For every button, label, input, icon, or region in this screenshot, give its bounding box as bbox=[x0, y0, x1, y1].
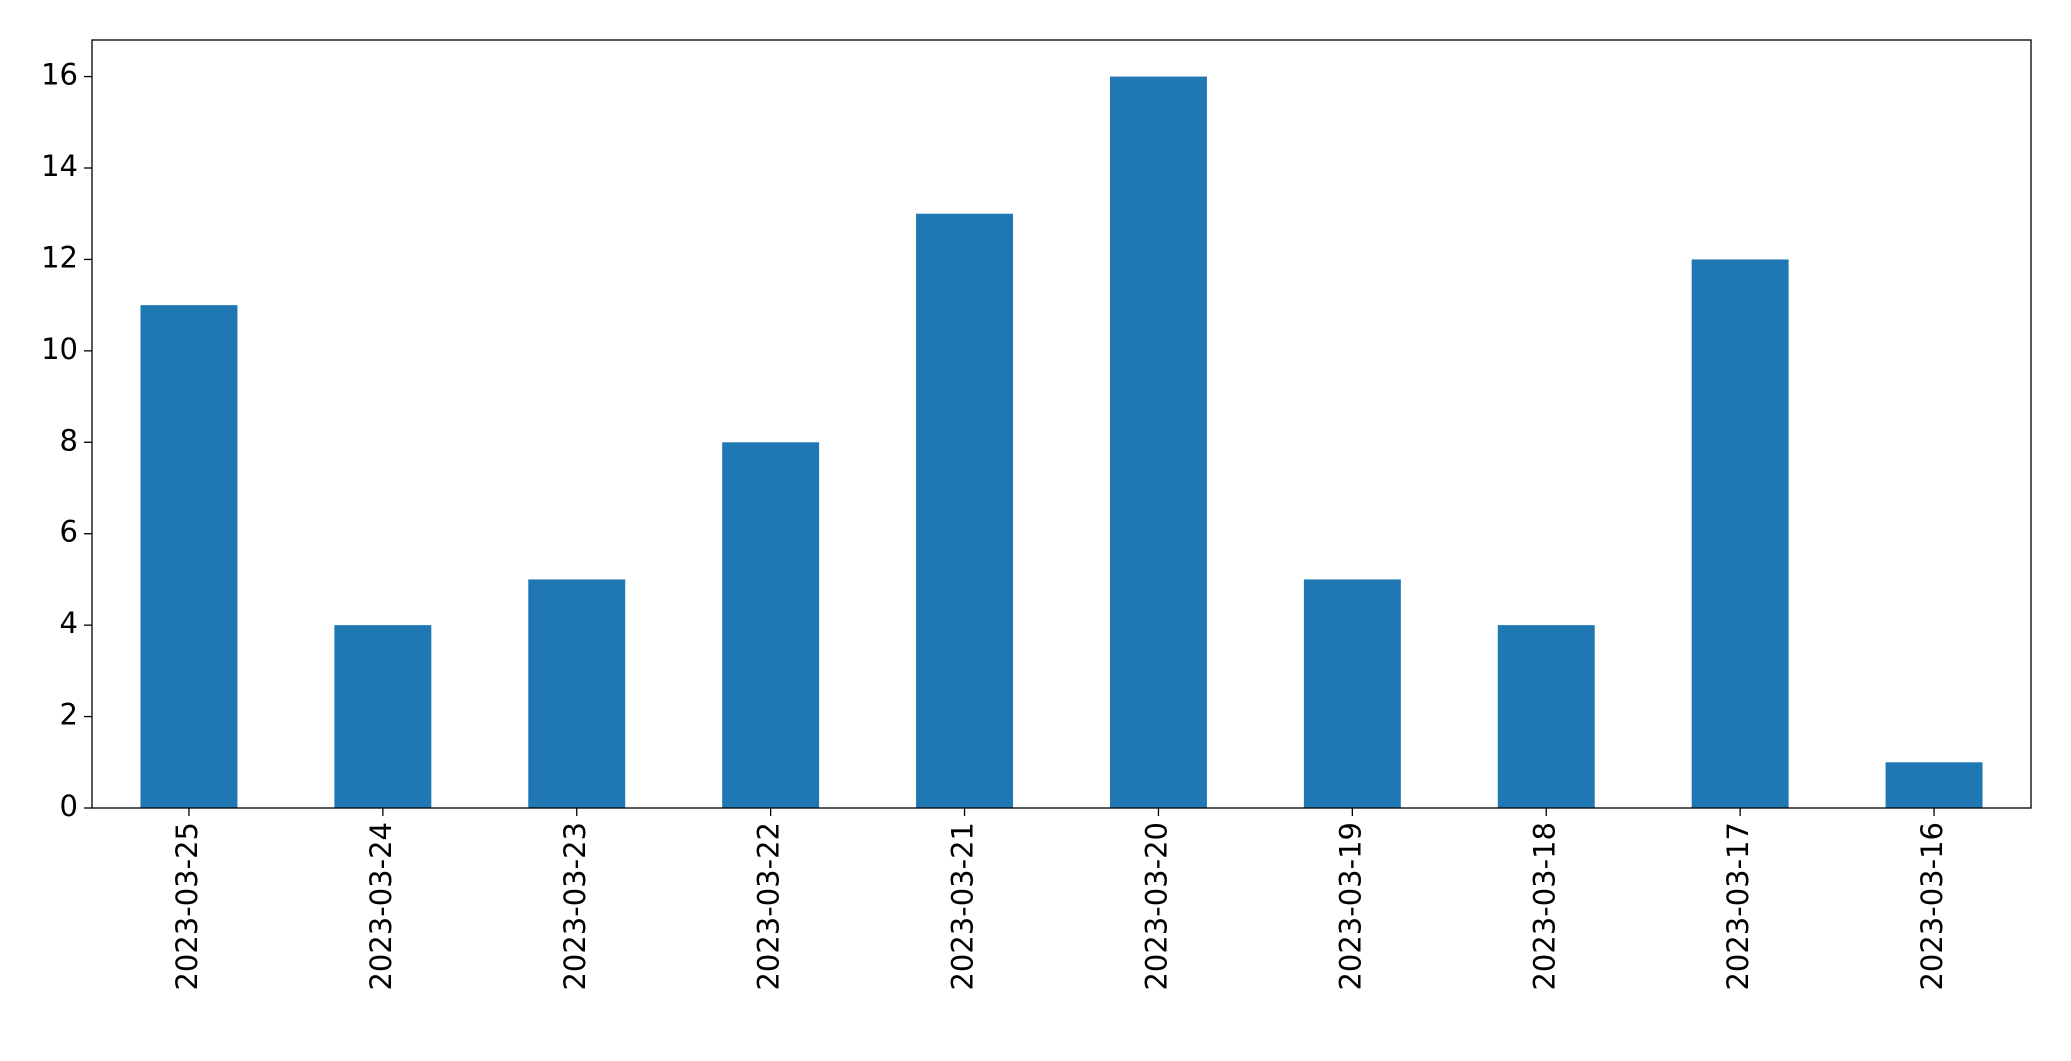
y-tick-label: 6 bbox=[60, 515, 78, 549]
y-tick-label: 16 bbox=[41, 58, 78, 92]
bar bbox=[1303, 579, 1401, 808]
x-tick-label: 2023-03-24 bbox=[364, 822, 398, 991]
y-tick-label: 0 bbox=[60, 789, 78, 823]
y-tick-label: 8 bbox=[60, 423, 78, 457]
bar bbox=[916, 213, 1014, 808]
x-tick-label: 2023-03-18 bbox=[1527, 822, 1561, 991]
plot-frame bbox=[91, 39, 2032, 809]
x-tick-label: 2023-03-16 bbox=[1915, 822, 1949, 991]
x-tick-label: 2023-03-22 bbox=[752, 822, 786, 991]
bar bbox=[722, 442, 820, 808]
bar bbox=[1885, 762, 1983, 808]
bar bbox=[334, 625, 432, 808]
x-tick-label: 2023-03-17 bbox=[1721, 822, 1755, 991]
bar bbox=[1109, 76, 1207, 809]
x-tick-label: 2023-03-23 bbox=[558, 822, 592, 991]
bar bbox=[1691, 259, 1789, 808]
y-tick-label: 14 bbox=[41, 149, 78, 183]
bar bbox=[1497, 625, 1595, 808]
x-tick-label: 2023-03-25 bbox=[170, 822, 204, 991]
x-tick-label: 2023-03-21 bbox=[946, 822, 980, 991]
x-tick-label: 2023-03-19 bbox=[1333, 822, 1367, 991]
x-tick-label: 2023-03-20 bbox=[1139, 822, 1173, 991]
bar bbox=[528, 579, 626, 808]
bar bbox=[140, 305, 238, 808]
y-tick-label: 4 bbox=[60, 606, 78, 640]
y-tick-label: 2 bbox=[60, 698, 78, 732]
y-tick-label: 10 bbox=[41, 332, 78, 366]
y-tick-label: 12 bbox=[41, 240, 78, 274]
